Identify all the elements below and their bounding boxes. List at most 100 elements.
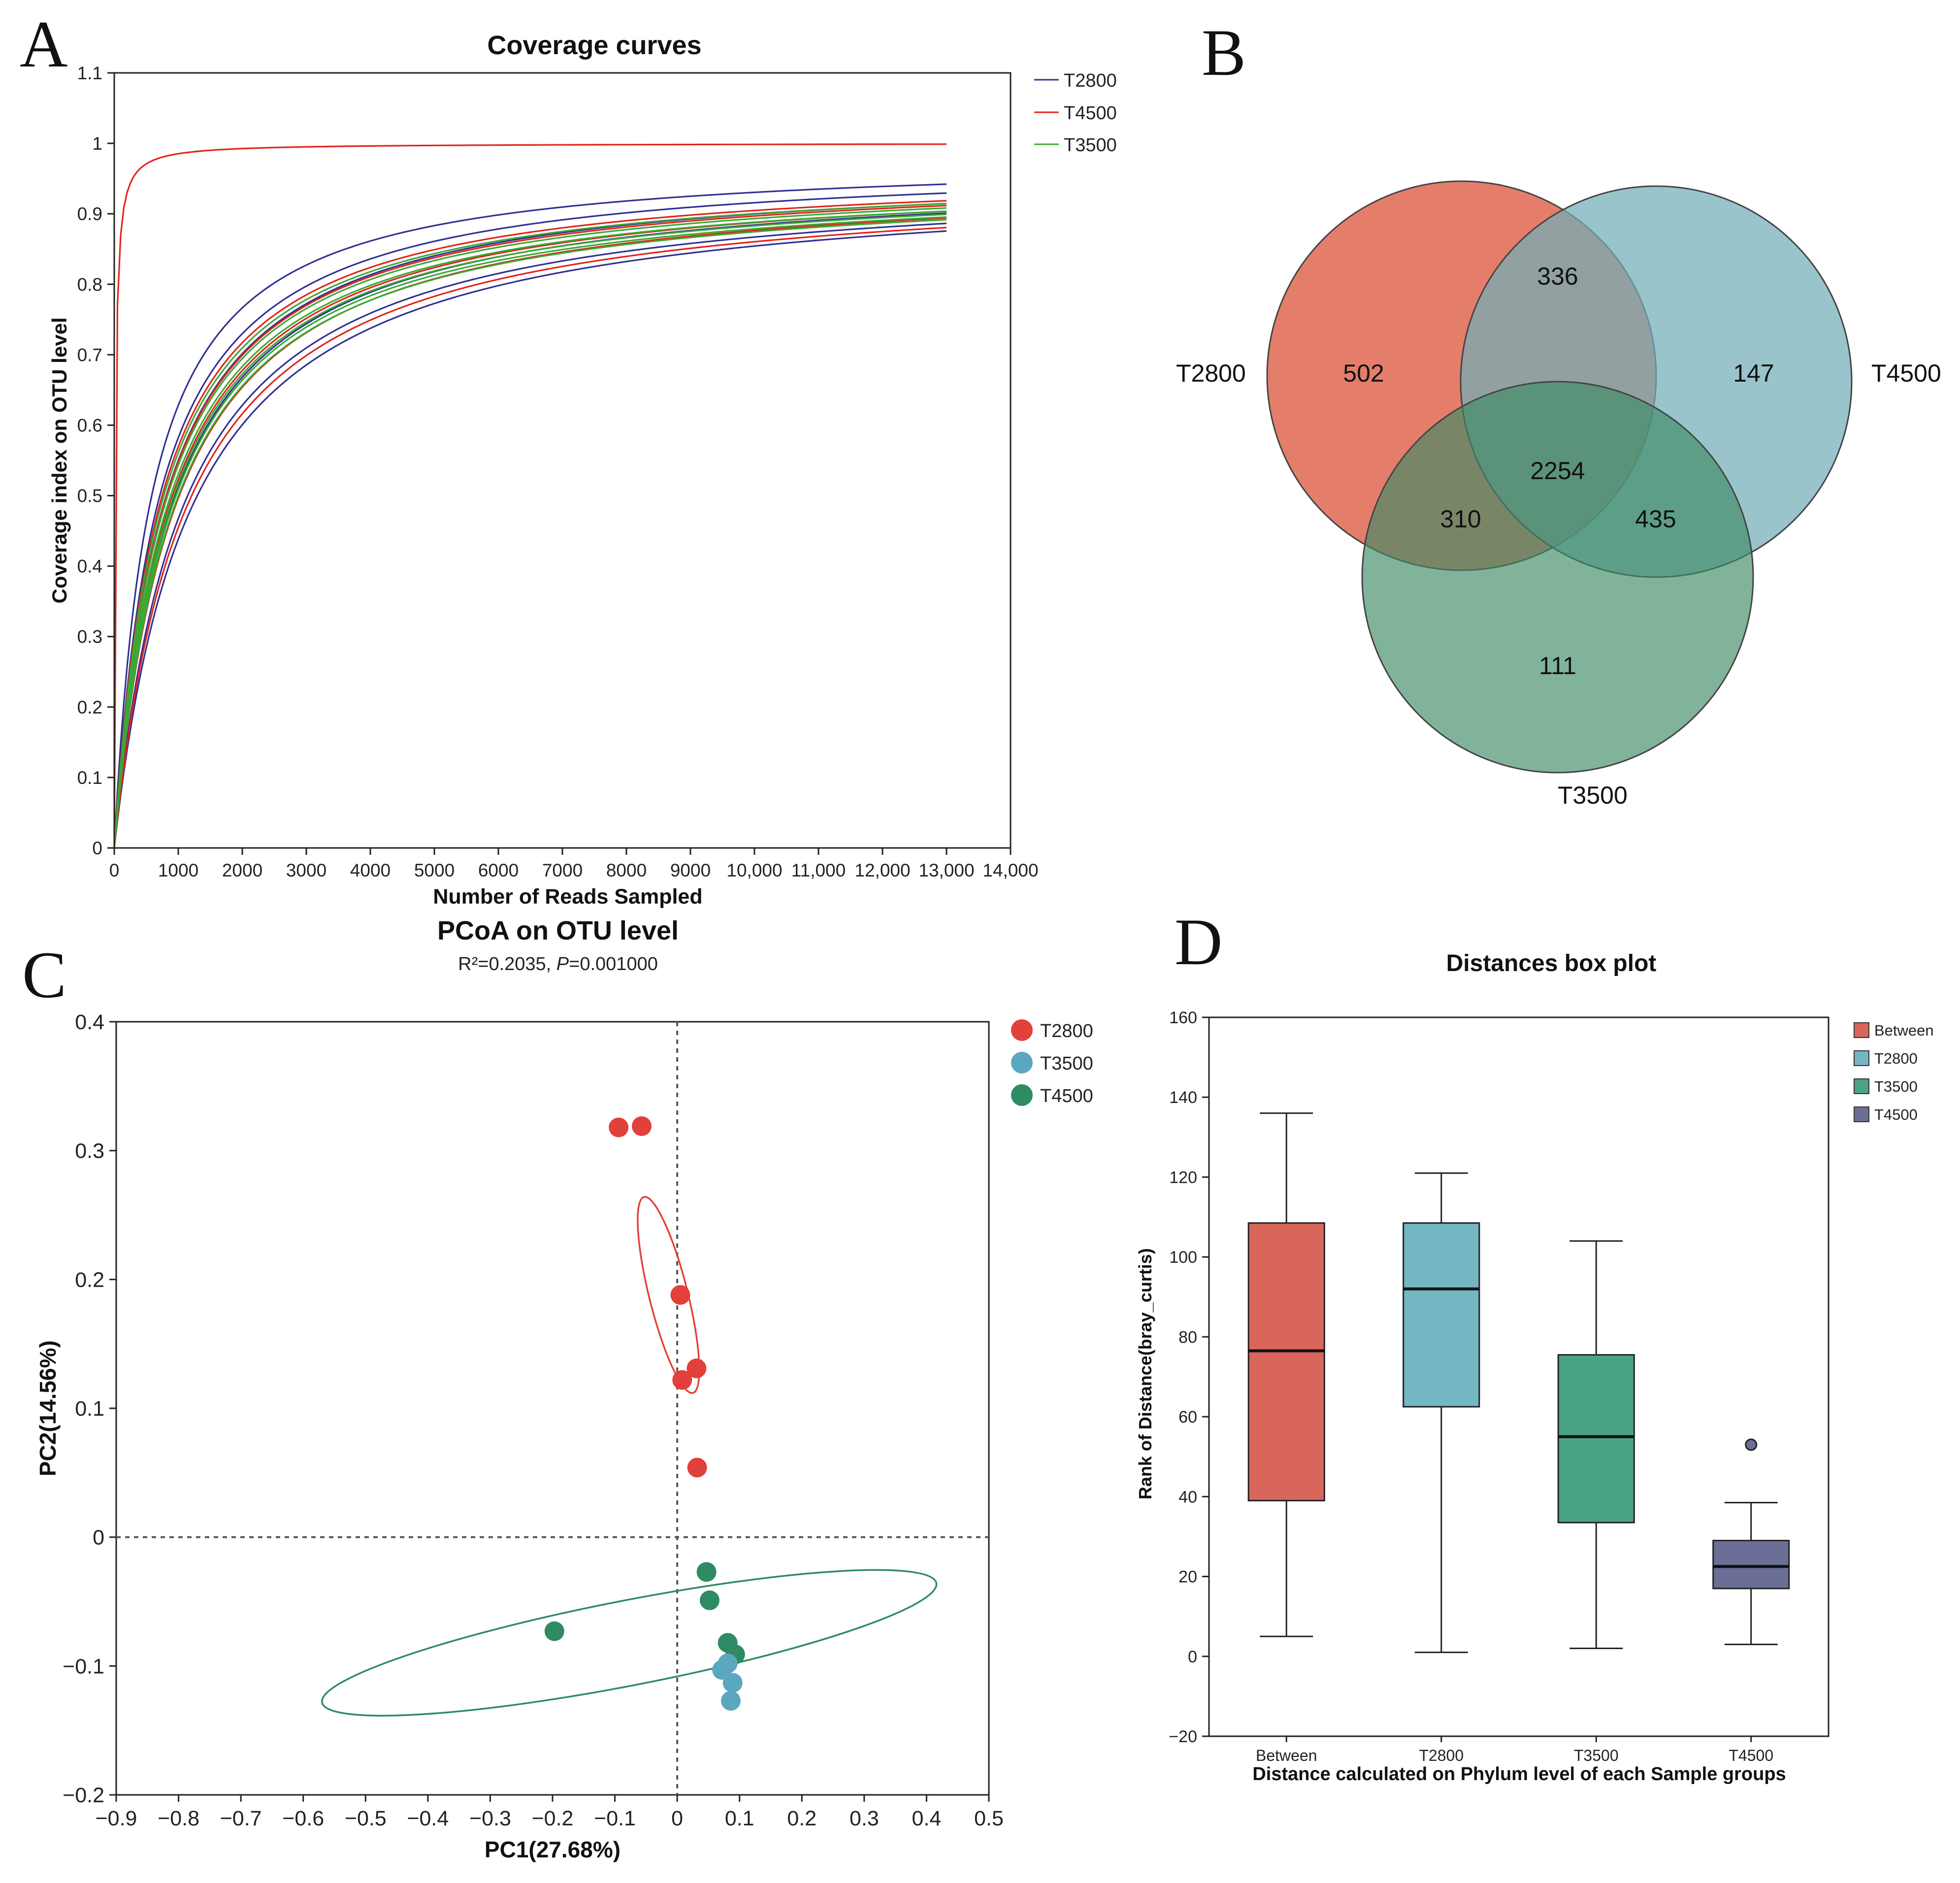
a-y-tick-label: 0.7 — [77, 345, 102, 365]
venn-count-all: 2254 — [1530, 457, 1585, 485]
a-x-tick-label: 12,000 — [854, 860, 910, 880]
a-x-tick-label: 13,000 — [918, 860, 974, 880]
c-x-tick-label: 0.1 — [725, 1807, 754, 1830]
panel-a-legend: T2800 T4500 T3500 — [1034, 70, 1117, 156]
a-x-tick-label: 8000 — [606, 860, 647, 880]
panel-d-box-plot: D Distances box plot −20 0 20 40 60 80 100 120 1… — [1135, 906, 1934, 1785]
d-y-tick-label: 0 — [1188, 1648, 1197, 1666]
a-curve-t4500 — [113, 204, 947, 848]
c-point-t3500 — [720, 1690, 741, 1711]
panel-c-subtitle: R²=0.2035, P=0.001000 — [458, 954, 658, 974]
c-x-tick-label: 0.5 — [974, 1807, 1004, 1830]
panel-c-subtitle-pvalue: =0.001000 — [569, 954, 658, 974]
c-y-tick-label: 0 — [93, 1526, 104, 1550]
c-x-tick-label: −0.2 — [532, 1807, 574, 1830]
a-x-tick-label: 10,000 — [726, 860, 782, 880]
panel-c-y-ticks: −0.2 −0.1 0 0.1 0.2 0.3 0.4 — [63, 1010, 116, 1807]
a-y-tick-label: 0.9 — [77, 204, 102, 224]
panel-d-y-axis-label: Rank of Distance(bray_curtis) — [1135, 1248, 1155, 1499]
a-x-tick-label: 11,000 — [791, 860, 846, 880]
panel-a-x-ticks: 0 1000 2000 3000 4000 5000 6000 7000 8000 9000 10,… — [109, 848, 1039, 880]
panel-a-y-axis-label: Coverage index on OTU level — [48, 317, 71, 603]
legend-c-t4500-label: T4500 — [1040, 1086, 1093, 1106]
c-y-tick-label: 0.4 — [75, 1010, 104, 1034]
panel-d-x-ticks: Between T2800 T3500 T4500 — [1256, 1736, 1773, 1764]
panel-d-letter: D — [1175, 906, 1223, 979]
a-curve-t4500 — [113, 227, 947, 848]
panel-a-letter: A — [20, 8, 68, 81]
c-y-tick-label: 0.2 — [75, 1268, 104, 1292]
a-y-tick-label: 0 — [92, 838, 102, 858]
legend-a-t3500-label: T3500 — [1064, 135, 1117, 156]
a-x-tick-label: 2000 — [222, 860, 262, 880]
c-x-tick-label: 0.3 — [849, 1807, 879, 1830]
panel-c-subtitle-r2: R²=0.2035, — [458, 954, 556, 974]
d-y-tick-label: 100 — [1169, 1248, 1197, 1267]
panel-d-legend: Between T2800 T3500 T4500 — [1854, 1022, 1934, 1123]
a-curve-t2800 — [113, 212, 947, 848]
panel-a-title: Coverage curves — [487, 31, 701, 60]
c-point-t2800 — [609, 1117, 629, 1137]
venn-count-t4500-only: 147 — [1733, 359, 1774, 387]
d-x-tick-label: T3500 — [1574, 1747, 1619, 1764]
a-curve-t2800 — [113, 183, 947, 848]
panel-c-y-axis-label: PC2(14.56%) — [35, 1340, 61, 1476]
panel-d-plot-frame — [1208, 1016, 1829, 1737]
legend-c-t2800-marker — [1011, 1019, 1033, 1041]
panel-a-x-axis-label: Number of Reads Sampled — [433, 885, 702, 909]
a-x-tick-label: 7000 — [542, 860, 583, 880]
a-curve-t3500 — [113, 213, 947, 848]
d-x-tick-label: T4500 — [1729, 1747, 1773, 1764]
c-x-tick-label: −0.1 — [594, 1807, 636, 1830]
a-x-tick-label: 14,000 — [982, 860, 1038, 880]
a-y-tick-label: 0.8 — [77, 274, 102, 294]
d-legend-swatch-between — [1854, 1022, 1869, 1038]
d-x-tick-label: Between — [1256, 1747, 1317, 1764]
d-y-tick-label: 140 — [1169, 1088, 1197, 1107]
panel-b-venn-diagram: B T2800 T4500 T3500 502 147 111 336 310 … — [1176, 16, 1941, 809]
c-x-tick-label: 0 — [671, 1807, 683, 1830]
a-x-tick-label: 9000 — [670, 860, 711, 880]
c-x-tick-label: −0.4 — [407, 1807, 449, 1830]
panel-c-plot-frame — [115, 1021, 990, 1796]
panel-b-letter: B — [1202, 16, 1246, 90]
a-y-tick-label: 1.1 — [77, 63, 102, 83]
d-legend-swatch-t3500 — [1854, 1078, 1869, 1094]
c-point-t2800 — [686, 1358, 707, 1378]
a-curve-t3500 — [113, 210, 947, 848]
c-y-tick-label: −0.1 — [63, 1655, 104, 1678]
a-y-tick-label: 0.1 — [77, 768, 102, 788]
a-y-tick-label: 0.3 — [77, 627, 102, 647]
a-y-tick-label: 1 — [92, 133, 102, 154]
a-y-tick-label: 0.5 — [77, 486, 102, 506]
c-point-t2800 — [672, 1370, 692, 1390]
panel-a-plot-frame — [113, 72, 1012, 849]
a-x-tick-label: 3000 — [286, 860, 327, 880]
d-y-tick-label: 40 — [1178, 1488, 1197, 1506]
d-box-t2800 — [1403, 1222, 1480, 1408]
c-point-t4500 — [544, 1621, 564, 1641]
d-x-tick-label: T2800 — [1419, 1747, 1464, 1764]
legend-a-t2800-label: T2800 — [1064, 70, 1117, 91]
legend-c-t4500-marker — [1011, 1084, 1033, 1106]
a-curve-t2800 — [113, 202, 947, 848]
panel-d-title: Distances box plot — [1446, 950, 1657, 976]
panel-c-reference-lines — [116, 1022, 989, 1795]
venn-label-t4500: T4500 — [1871, 359, 1941, 387]
a-x-tick-label: 0 — [109, 860, 120, 880]
c-x-tick-label: −0.7 — [220, 1807, 262, 1830]
d-legend-swatch-t4500 — [1854, 1106, 1869, 1122]
a-curve-t4500 — [113, 217, 947, 848]
a-curve-t4500 — [113, 143, 947, 848]
c-point-t2800 — [687, 1458, 707, 1478]
a-curve-t3500 — [113, 207, 947, 848]
c-x-tick-label: −0.9 — [96, 1807, 137, 1830]
legend-a-t4500-label: T4500 — [1064, 103, 1117, 124]
venn-count-t4500-t3500: 435 — [1635, 505, 1676, 533]
c-y-tick-label: 0.3 — [75, 1139, 104, 1163]
panel-c-points — [544, 1116, 745, 1711]
venn-count-t2800-t4500: 336 — [1537, 262, 1578, 290]
a-x-tick-label: 4000 — [350, 860, 391, 880]
a-x-tick-label: 6000 — [478, 860, 519, 880]
